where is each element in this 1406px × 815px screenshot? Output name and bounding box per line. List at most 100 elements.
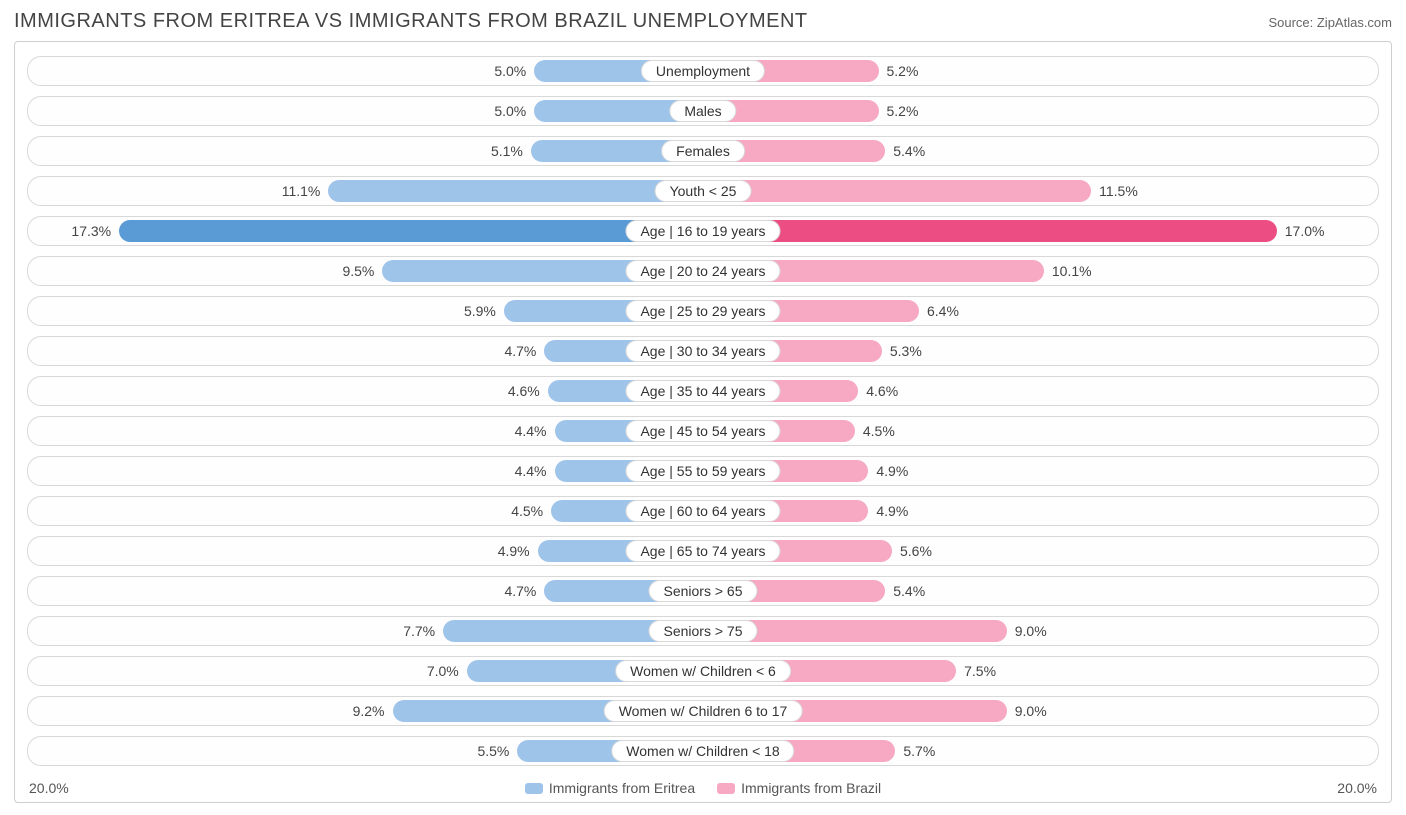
row-label: Women w/ Children 6 to 17 [604,700,803,722]
legend: Immigrants from Eritrea Immigrants from … [525,780,881,796]
row-left-half: 7.0% [28,657,703,685]
value-right: 7.5% [964,663,996,679]
chart-row: 4.4% 4.9% Age | 55 to 59 years [27,456,1379,486]
row-right-half: 5.4% [703,577,1378,605]
chart-area: 5.0%5.2%Unemployment5.0%5.2%Males5.1%5.4… [14,41,1392,803]
value-left: 4.7% [504,583,536,599]
value-right: 4.9% [876,463,908,479]
legend-item-left: Immigrants from Eritrea [525,780,695,796]
chart-row: 4.7% 5.3% Age | 30 to 34 years [27,336,1379,366]
row-label: Age | 60 to 64 years [625,500,780,522]
value-left: 5.9% [464,303,496,319]
row-left-half: 5.5% [28,737,703,765]
row-right-half: 6.4% [703,297,1378,325]
row-label: Age | 55 to 59 years [625,460,780,482]
row-right-half: 5.7% [703,737,1378,765]
bar-right [703,180,1091,202]
bar-left [119,220,703,242]
row-right-half: 11.5% [703,177,1378,205]
value-left: 4.9% [498,543,530,559]
value-left: 5.0% [494,63,526,79]
row-left-half: 9.2% [28,697,703,725]
row-left-half: 17.3% [28,217,703,245]
row-label: Age | 20 to 24 years [625,260,780,282]
row-right-half: 5.2% [703,97,1378,125]
value-right: 9.0% [1015,623,1047,639]
row-right-half: 4.6% [703,377,1378,405]
row-right-half: 5.3% [703,337,1378,365]
value-right: 10.1% [1052,263,1092,279]
row-left-half: 5.1% [28,137,703,165]
row-label: Unemployment [641,60,765,82]
value-right: 4.6% [866,383,898,399]
value-left: 4.5% [511,503,543,519]
row-left-half: 11.1% [28,177,703,205]
row-left-half: 5.0% [28,97,703,125]
value-right: 5.2% [887,63,919,79]
chart-rows: 5.0%5.2%Unemployment5.0%5.2%Males5.1%5.4… [27,56,1379,766]
row-label: Age | 16 to 19 years [625,220,780,242]
axis-left-max: 20.0% [29,780,69,796]
chart-row: 5.1% 5.4% Females [27,136,1379,166]
row-label: Age | 35 to 44 years [625,380,780,402]
value-right: 5.4% [893,583,925,599]
value-left: 4.4% [515,423,547,439]
row-left-half: 5.9% [28,297,703,325]
value-left: 4.6% [508,383,540,399]
row-label: Seniors > 75 [649,620,758,642]
value-right: 5.6% [900,543,932,559]
chart-row: 11.1% 11.5% Youth < 25 [27,176,1379,206]
value-left: 9.5% [342,263,374,279]
row-right-half: 5.4% [703,137,1378,165]
row-left-half: 4.7% [28,337,703,365]
row-label: Youth < 25 [655,180,752,202]
value-right: 4.5% [863,423,895,439]
row-right-half: 5.2% [703,57,1378,85]
legend-swatch-right [717,783,735,794]
row-right-half: 4.9% [703,457,1378,485]
chart-row: 9.2% 9.0% Women w/ Children 6 to 17 [27,696,1379,726]
chart-title: IMMIGRANTS FROM ERITREA VS IMMIGRANTS FR… [14,10,808,33]
value-left: 4.4% [515,463,547,479]
bar-left [328,180,703,202]
header: IMMIGRANTS FROM ERITREA VS IMMIGRANTS FR… [14,10,1392,33]
value-left: 7.0% [427,663,459,679]
row-right-half: 7.5% [703,657,1378,685]
chart-row: 7.0% 7.5% Women w/ Children < 6 [27,656,1379,686]
legend-label-right: Immigrants from Brazil [741,780,881,796]
row-left-half: 5.0% [28,57,703,85]
row-label: Age | 30 to 34 years [625,340,780,362]
row-label: Age | 25 to 29 years [625,300,780,322]
chart-row: 5.0%5.2%Males [27,96,1379,126]
chart-row: 4.9% 5.6% Age | 65 to 74 years [27,536,1379,566]
row-left-half: 7.7% [28,617,703,645]
row-label: Women w/ Children < 6 [615,660,791,682]
row-label: Age | 65 to 74 years [625,540,780,562]
row-label: Women w/ Children < 18 [611,740,794,762]
bar-right [703,220,1277,242]
row-label: Females [661,140,745,162]
row-label: Seniors > 65 [649,580,758,602]
row-left-half: 9.5% [28,257,703,285]
chart-row: 5.0% 5.2% Unemployment [27,56,1379,86]
value-right: 5.2% [887,103,919,119]
row-right-half: 9.0% [703,697,1378,725]
chart-row: 4.5%4.9%Age | 60 to 64 years [27,496,1379,526]
value-left: 5.0% [494,103,526,119]
value-right: 5.3% [890,343,922,359]
row-left-half: 4.4% [28,457,703,485]
value-right: 5.4% [893,143,925,159]
chart-row: 5.9% 6.4%Age | 25 to 29 years [27,296,1379,326]
value-left: 5.1% [491,143,523,159]
value-right: 9.0% [1015,703,1047,719]
chart-container: IMMIGRANTS FROM ERITREA VS IMMIGRANTS FR… [0,0,1406,815]
value-right: 11.5% [1099,183,1138,199]
row-right-half: 10.1% [703,257,1378,285]
source-attribution: Source: ZipAtlas.com [1268,15,1392,30]
row-left-half: 4.7% [28,577,703,605]
row-label: Age | 45 to 54 years [625,420,780,442]
source-prefix: Source: [1268,15,1316,30]
row-right-half: 4.5% [703,417,1378,445]
value-left: 9.2% [353,703,385,719]
row-right-half: 9.0% [703,617,1378,645]
